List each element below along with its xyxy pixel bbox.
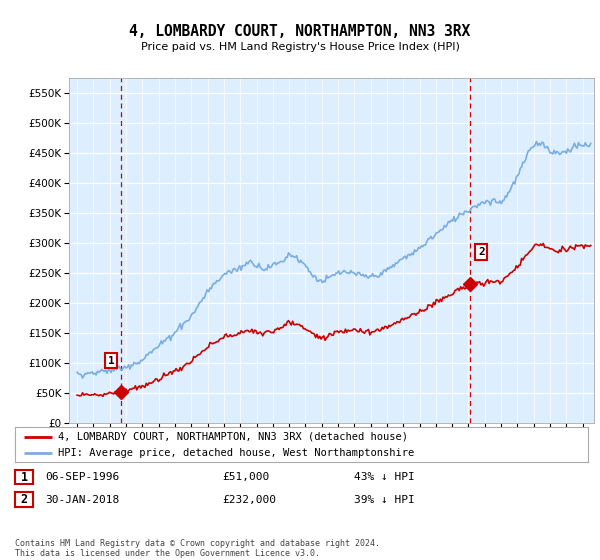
Text: 2: 2 xyxy=(478,247,485,257)
Text: 4, LOMBARDY COURT, NORTHAMPTON, NN3 3RX (detached house): 4, LOMBARDY COURT, NORTHAMPTON, NN3 3RX … xyxy=(58,432,408,442)
Text: 4, LOMBARDY COURT, NORTHAMPTON, NN3 3RX: 4, LOMBARDY COURT, NORTHAMPTON, NN3 3RX xyxy=(130,24,470,39)
Text: 06-SEP-1996: 06-SEP-1996 xyxy=(45,472,119,482)
Text: Contains HM Land Registry data © Crown copyright and database right 2024.
This d: Contains HM Land Registry data © Crown c… xyxy=(15,539,380,558)
Text: HPI: Average price, detached house, West Northamptonshire: HPI: Average price, detached house, West… xyxy=(58,448,414,458)
Text: 30-JAN-2018: 30-JAN-2018 xyxy=(45,494,119,505)
Text: 1: 1 xyxy=(20,470,28,484)
Text: 1: 1 xyxy=(108,356,115,366)
Text: 39% ↓ HPI: 39% ↓ HPI xyxy=(354,494,415,505)
Text: £51,000: £51,000 xyxy=(222,472,269,482)
Text: Price paid vs. HM Land Registry's House Price Index (HPI): Price paid vs. HM Land Registry's House … xyxy=(140,41,460,52)
Text: 2: 2 xyxy=(20,493,28,506)
Text: 43% ↓ HPI: 43% ↓ HPI xyxy=(354,472,415,482)
Text: £232,000: £232,000 xyxy=(222,494,276,505)
